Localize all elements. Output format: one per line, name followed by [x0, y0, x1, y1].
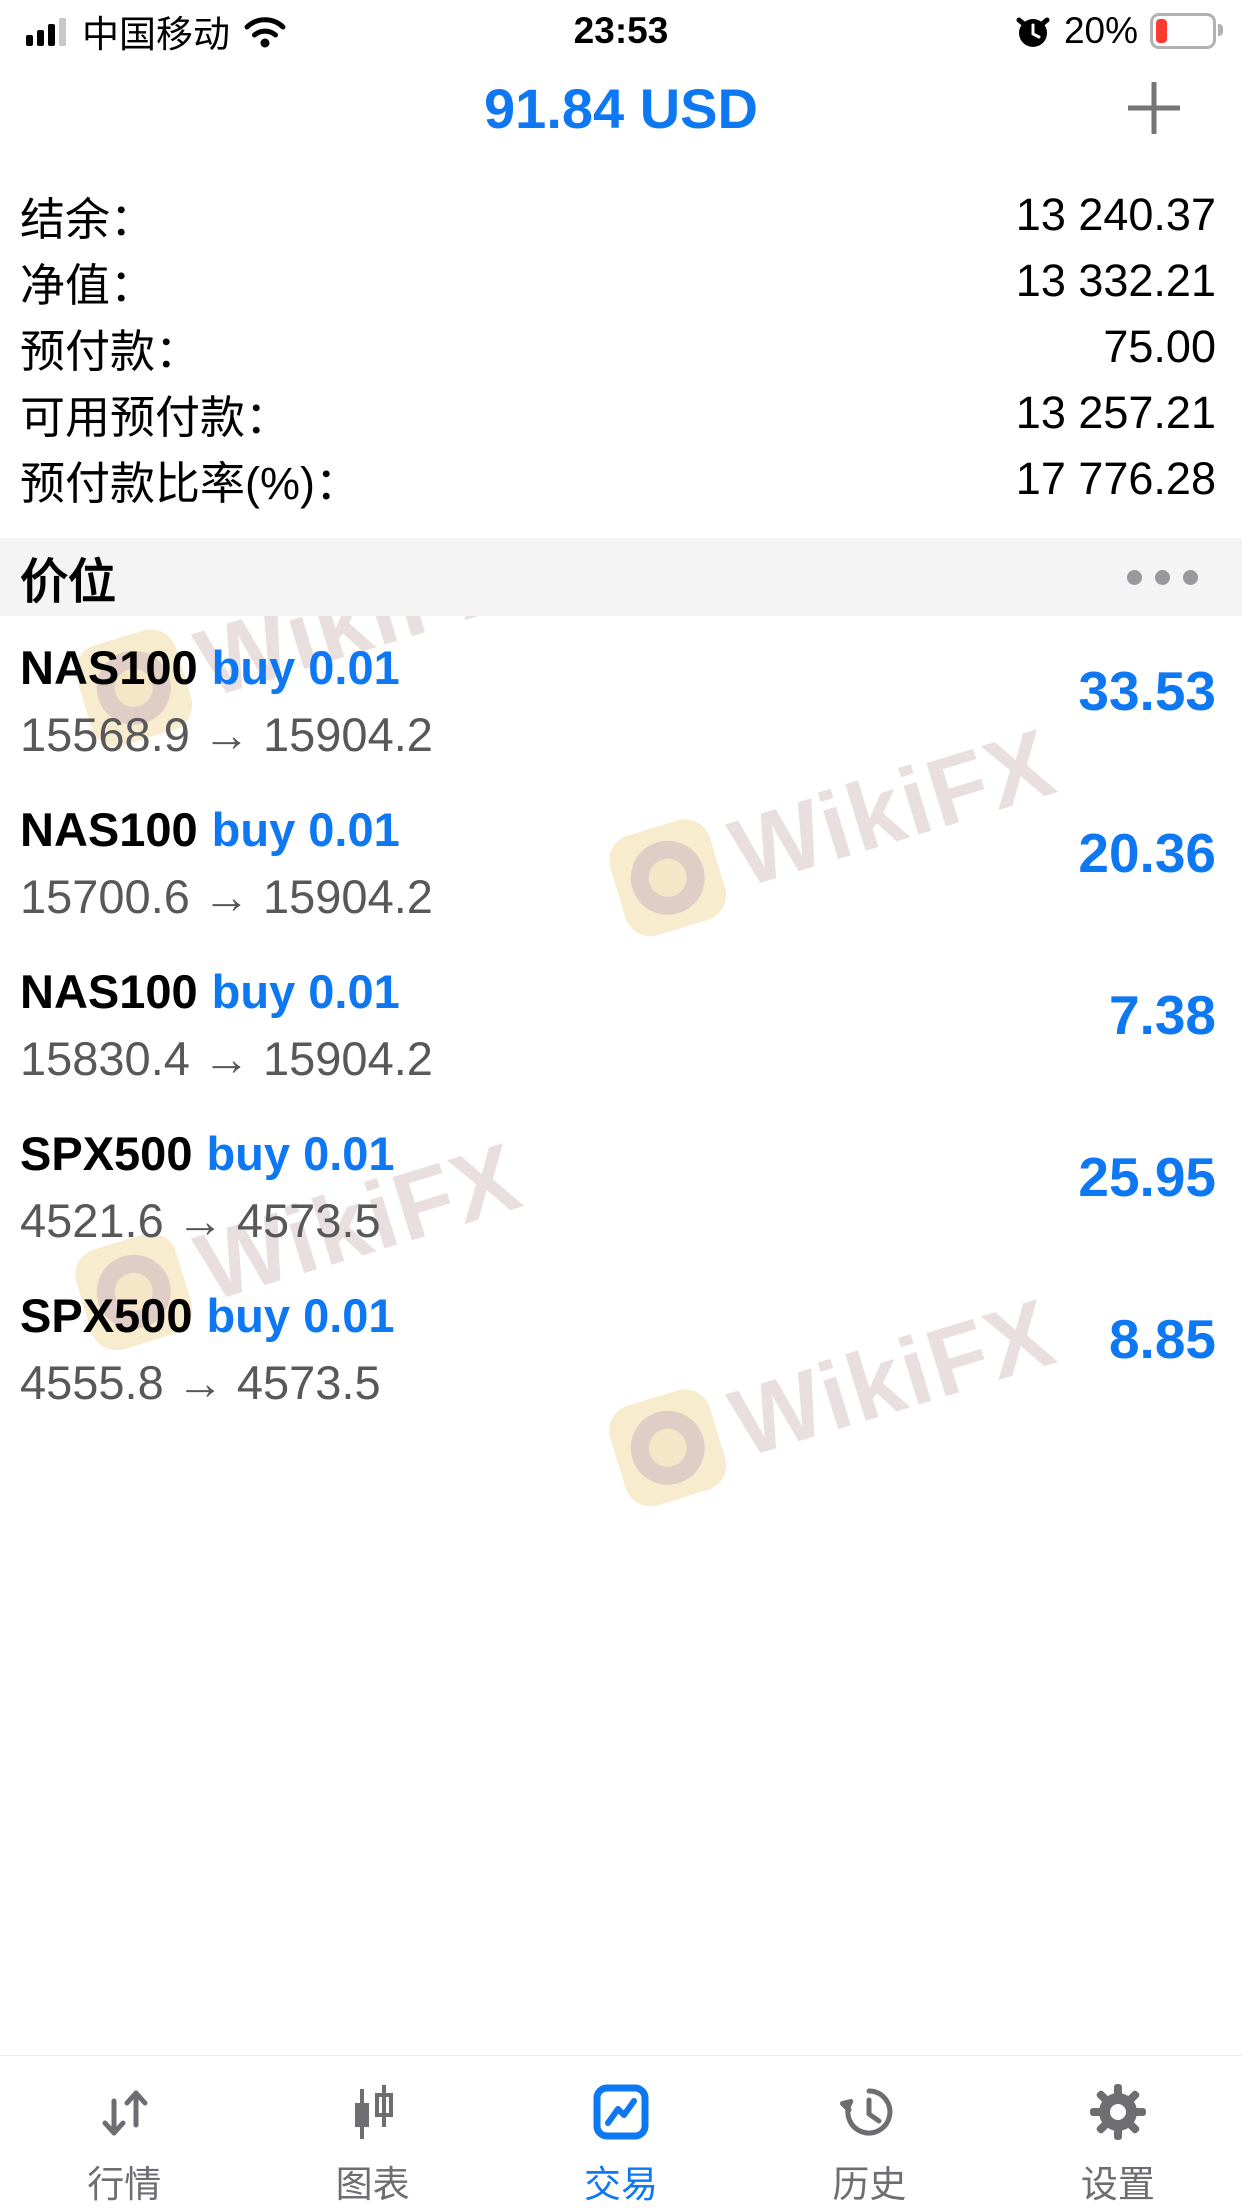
- tab-trade[interactable]: 交易: [497, 2056, 745, 2208]
- summary-label: 可用预付款：: [20, 391, 291, 443]
- position-row[interactable]: NAS100 buy 0.01 15568.9 → 15904.2 33.53: [0, 616, 1242, 778]
- status-time: 23:53: [573, 10, 669, 51]
- quotes-icon: [93, 2080, 155, 2144]
- summary-row-margin-level: 预付款比率(%)： 17 776.28: [0, 446, 1242, 512]
- summary-value: 13 332.21: [1015, 255, 1216, 306]
- position-symbol: NAS100: [20, 803, 198, 856]
- battery-percent-label: 20%: [1063, 10, 1138, 51]
- plus-icon: [1128, 82, 1180, 134]
- position-profit: 25.95: [1078, 1146, 1216, 1208]
- battery-icon: [1150, 13, 1223, 49]
- summary-label: 预付款比率(%)：: [20, 457, 360, 509]
- add-button[interactable]: [1118, 72, 1190, 144]
- section-menu-icon[interactable]: [1127, 569, 1198, 585]
- cellular-signal-icon: [26, 18, 66, 46]
- summary-value: 17 776.28: [1015, 453, 1216, 504]
- status-bar: 中国移动 23:53 20%: [0, 0, 1242, 56]
- position-symbol: NAS100: [20, 641, 198, 694]
- position-volume: buy 0.01: [206, 1127, 395, 1180]
- history-icon: [838, 2080, 900, 2144]
- tab-charts[interactable]: 图表: [248, 2056, 496, 2208]
- position-symbol: NAS100: [20, 965, 198, 1018]
- summary-value: 13 240.37: [1015, 189, 1216, 240]
- settings-gear-icon: [1087, 2080, 1149, 2144]
- position-row[interactable]: NAS100 buy 0.01 15700.6 → 15904.2 20.36: [0, 778, 1242, 940]
- summary-row-margin: 预付款： 75.00: [0, 314, 1242, 380]
- tab-label: 历史: [832, 2164, 907, 2205]
- summary-value: 13 257.21: [1015, 387, 1216, 438]
- account-header: 91.84 USD: [0, 56, 1242, 178]
- summary-value: 75.00: [1103, 321, 1216, 372]
- positions-section-bar: 价位: [0, 538, 1242, 616]
- position-profit: 20.36: [1078, 822, 1216, 884]
- tab-settings[interactable]: 设置: [994, 2056, 1242, 2208]
- tab-quotes[interactable]: 行情: [0, 2056, 248, 2208]
- position-symbol: SPX500: [20, 1289, 193, 1342]
- position-prices: 15568.9 → 15904.2: [20, 708, 433, 761]
- position-volume: buy 0.01: [211, 641, 400, 694]
- section-title: 价位: [20, 556, 117, 609]
- position-profit: 8.85: [1108, 1308, 1216, 1370]
- summary-label: 预付款：: [20, 325, 201, 377]
- position-symbol: SPX500: [20, 1127, 193, 1180]
- position-volume: buy 0.01: [211, 965, 400, 1018]
- position-volume: buy 0.01: [206, 1289, 395, 1342]
- summary-row-free-margin: 可用预付款： 13 257.21: [0, 380, 1242, 446]
- summary-row-equity: 净值： 13 332.21: [0, 248, 1242, 314]
- position-profit: 7.38: [1108, 984, 1216, 1046]
- account-value: 91.84 USD: [484, 77, 758, 140]
- trade-icon: [590, 2080, 652, 2144]
- tab-label: 图表: [335, 2164, 410, 2205]
- position-prices: 4555.8 → 4573.5: [20, 1356, 381, 1409]
- positions-list: NAS100 buy 0.01 15568.9 → 15904.2 33.53 N…: [0, 616, 1242, 1426]
- alarm-clock-icon: [1016, 17, 1050, 47]
- position-profit: 33.53: [1078, 660, 1216, 722]
- position-prices: 15700.6 → 15904.2: [20, 870, 433, 923]
- position-prices: 4521.6 → 4573.5: [20, 1194, 381, 1247]
- tab-history[interactable]: 历史: [745, 2056, 993, 2208]
- summary-label: 结余：: [20, 193, 156, 245]
- charts-icon: [342, 2080, 404, 2144]
- tab-label: 行情: [87, 2164, 162, 2205]
- wifi-icon: [244, 17, 286, 48]
- position-prices: 15830.4 → 15904.2: [20, 1032, 433, 1085]
- summary-row-balance: 结余： 13 240.37: [0, 182, 1242, 248]
- carrier-label: 中国移动: [82, 14, 230, 55]
- tab-label: 设置: [1080, 2164, 1155, 2205]
- position-volume: buy 0.01: [211, 803, 400, 856]
- summary-label: 净值：: [20, 259, 156, 311]
- position-row[interactable]: SPX500 buy 0.01 4521.6 → 4573.5 25.95: [0, 1102, 1242, 1264]
- tab-bar: 行情 图表 交易: [0, 2055, 1242, 2208]
- position-row[interactable]: SPX500 buy 0.01 4555.8 → 4573.5 8.85: [0, 1264, 1242, 1426]
- position-row[interactable]: NAS100 buy 0.01 15830.4 → 15904.2 7.38: [0, 940, 1242, 1102]
- account-summary: 结余： 13 240.37 净值： 13 332.21 预付款： 75.00 可…: [0, 182, 1242, 512]
- tab-label: 交易: [584, 2164, 659, 2205]
